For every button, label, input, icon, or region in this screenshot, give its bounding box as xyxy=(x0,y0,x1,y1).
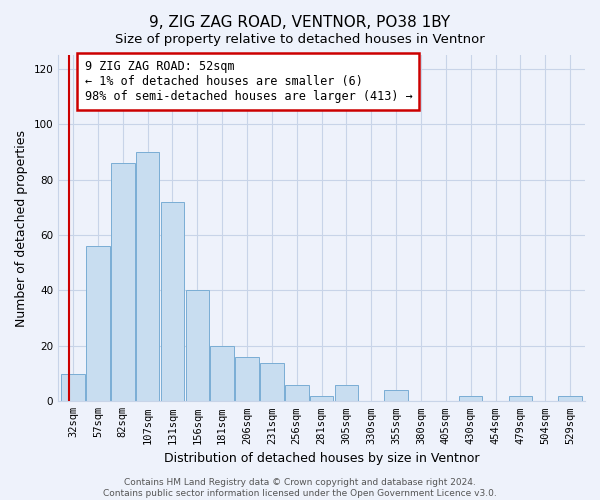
Bar xyxy=(111,163,134,402)
Bar xyxy=(86,246,110,402)
Bar xyxy=(136,152,160,402)
Bar xyxy=(61,374,85,402)
Text: Contains HM Land Registry data © Crown copyright and database right 2024.
Contai: Contains HM Land Registry data © Crown c… xyxy=(103,478,497,498)
Bar xyxy=(335,384,358,402)
Bar xyxy=(459,396,482,402)
Bar xyxy=(509,396,532,402)
Bar xyxy=(385,390,408,402)
Text: 9 ZIG ZAG ROAD: 52sqm
← 1% of detached houses are smaller (6)
98% of semi-detach: 9 ZIG ZAG ROAD: 52sqm ← 1% of detached h… xyxy=(85,60,412,103)
Bar xyxy=(558,396,582,402)
Bar xyxy=(211,346,234,402)
Text: Size of property relative to detached houses in Ventnor: Size of property relative to detached ho… xyxy=(115,32,485,46)
X-axis label: Distribution of detached houses by size in Ventnor: Distribution of detached houses by size … xyxy=(164,452,479,465)
Bar xyxy=(310,396,334,402)
Bar xyxy=(185,290,209,402)
Bar xyxy=(260,362,284,402)
Bar xyxy=(285,384,308,402)
Bar xyxy=(161,202,184,402)
Bar xyxy=(235,357,259,402)
Y-axis label: Number of detached properties: Number of detached properties xyxy=(15,130,28,326)
Text: 9, ZIG ZAG ROAD, VENTNOR, PO38 1BY: 9, ZIG ZAG ROAD, VENTNOR, PO38 1BY xyxy=(149,15,451,30)
